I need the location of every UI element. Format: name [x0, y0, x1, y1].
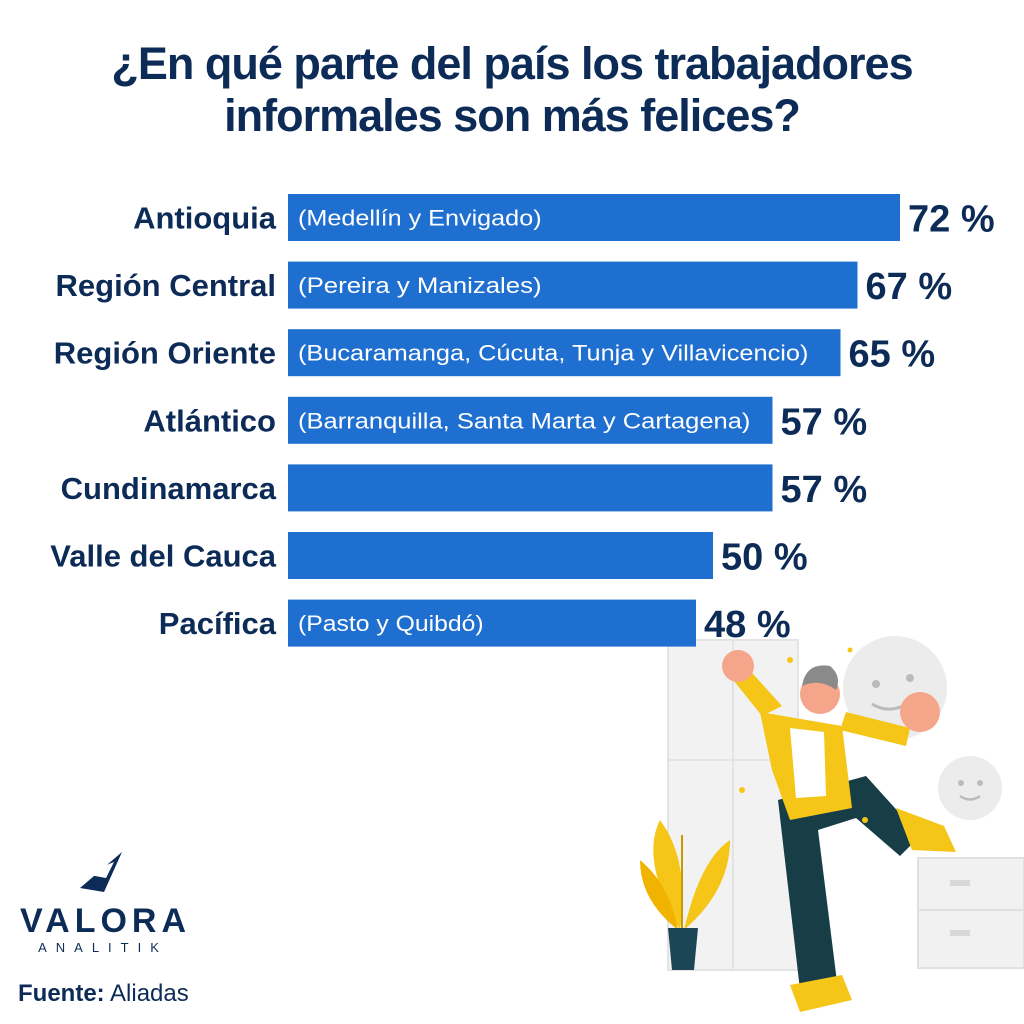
title-line-1: ¿En qué parte del país los trabajadores	[111, 38, 913, 89]
plant-icon	[640, 820, 730, 970]
logo-subtitle: ANALITIK	[38, 940, 168, 955]
bar-sublabel: (Bucaramanga, Cúcuta, Tunja y Villavicen…	[298, 341, 808, 366]
category-label: Antioquia	[133, 201, 277, 236]
bar	[288, 532, 713, 579]
value-label: 57 %	[781, 401, 868, 443]
bar	[288, 464, 773, 512]
chart-title: ¿En qué parte del país los trabajadores …	[0, 38, 1024, 142]
bar-sublabel: (Medellín y Envigado)	[298, 206, 542, 231]
bar	[288, 194, 900, 241]
category-label: Región Oriente	[54, 336, 276, 371]
category-label: Valle del Cauca	[50, 539, 276, 574]
value-label: 65 %	[849, 334, 936, 376]
bar	[288, 396, 773, 444]
category-label: Región Central	[56, 268, 276, 303]
logo-name: VALORA	[20, 902, 192, 940]
cabinet-icon	[917, 857, 1024, 969]
bar	[288, 599, 696, 647]
bar-sublabel: (Barranquilla, Santa Marta y Cartagena)	[298, 408, 750, 433]
bar-sublabel: (Pereira y Manizales)	[298, 273, 542, 298]
category-label: Pacífica	[159, 606, 277, 641]
value-label: 67 %	[866, 266, 953, 308]
value-label: 57 %	[781, 469, 868, 511]
sparkle-icons	[739, 647, 868, 823]
source-label: Fuente:	[18, 980, 105, 1007]
bar-sublabel: (Pasto y Quibdó)	[298, 611, 484, 636]
small-smiley-icon	[938, 756, 1002, 820]
bar	[288, 261, 858, 309]
category-label: Atlántico	[143, 403, 276, 438]
value-label: 50 %	[721, 537, 808, 579]
bar	[288, 329, 841, 377]
logo-mark-icon	[80, 852, 122, 892]
category-label: Cundinamarca	[61, 471, 277, 506]
value-label: 48 %	[704, 604, 791, 646]
value-label: 72 %	[908, 199, 995, 241]
title-line-2: informales son más felices?	[224, 90, 801, 141]
source-note: Fuente: Aliadas	[18, 980, 189, 1008]
source-value: Aliadas	[110, 980, 189, 1007]
valora-analitik-logo	[80, 852, 122, 892]
person-icon	[722, 650, 956, 1012]
